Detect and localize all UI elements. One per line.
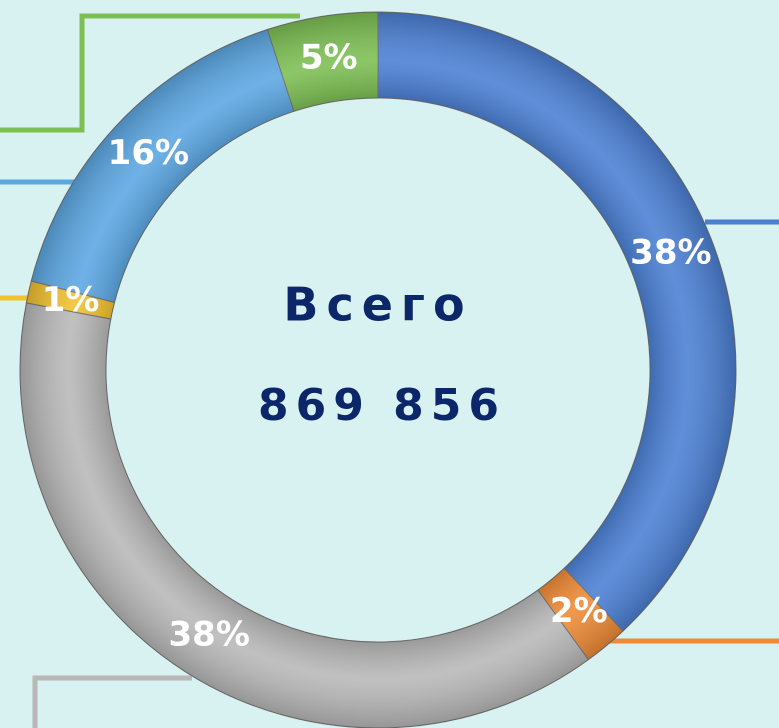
- data-label: 5%: [300, 37, 358, 77]
- data-label: 1%: [42, 280, 100, 320]
- segment-shade: [537, 568, 624, 660]
- data-label: 2%: [550, 591, 608, 631]
- leader-line: [32, 675, 192, 728]
- donut: [19, 11, 737, 728]
- center-value: 869 856: [258, 380, 506, 431]
- segment-shade: [267, 11, 378, 112]
- data-label: 16%: [108, 133, 189, 173]
- leader-line: [0, 13, 300, 133]
- segment-shade: [26, 280, 115, 320]
- data-labels: 38% 2% 38% 1% 16% 5%: [42, 37, 712, 654]
- segment-shade: [20, 302, 589, 728]
- data-label: 38%: [630, 233, 711, 273]
- segment-shade: [378, 12, 736, 631]
- center-title: Всего: [283, 278, 472, 332]
- data-label: 38%: [169, 614, 250, 654]
- segment-shade: [31, 29, 294, 303]
